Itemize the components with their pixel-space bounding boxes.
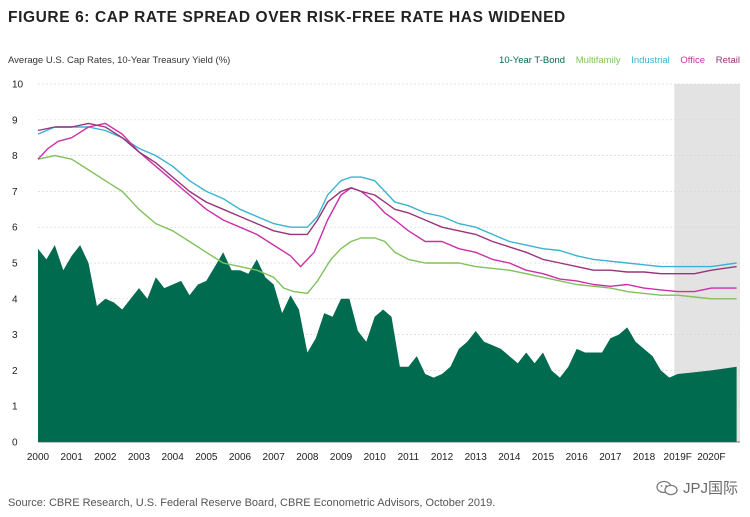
source-note: Source: CBRE Research, U.S. Federal Rese… — [8, 497, 496, 509]
legend-tbond: 10-Year T-Bond — [499, 55, 566, 66]
y-tick-label: 8 — [12, 151, 18, 162]
wechat-icon — [656, 480, 678, 495]
legend-office: Office — [680, 55, 706, 66]
y-tick-label: 6 — [12, 223, 18, 234]
x-tick-label: 2016 — [566, 452, 589, 463]
x-tick-label: 2002 — [94, 452, 117, 463]
legend-retail: Retail — [715, 55, 740, 66]
legend-industrial: Industrial — [631, 55, 670, 66]
x-tick-label: 2010 — [364, 452, 387, 463]
x-tick-label: 2018 — [633, 452, 656, 463]
series-line-office — [37, 122, 737, 293]
legend: 10-Year T-Bond Multifamily Industrial Of… — [491, 55, 740, 66]
x-tick-label: 2020F — [697, 452, 725, 463]
x-tick-label: 2007 — [263, 452, 286, 463]
y-tick-label: 10 — [12, 80, 24, 91]
x-tick-label: 2004 — [162, 452, 185, 463]
x-tick-label: 2013 — [465, 452, 488, 463]
x-tick-label: 2017 — [599, 452, 622, 463]
figure-title: FIGURE 6: CAP RATE SPREAD OVER RISK-FREE… — [8, 9, 566, 26]
series-area-tbond — [38, 245, 737, 442]
y-tick-label: 5 — [12, 259, 18, 270]
x-tick-label: 2011 — [398, 452, 420, 463]
legend-multifamily: Multifamily — [575, 55, 621, 66]
x-tick-label: 2012 — [431, 452, 454, 463]
y-tick-label: 9 — [12, 115, 18, 126]
series-line-multifamily — [37, 154, 737, 300]
watermark: JPJ国际 — [656, 477, 738, 498]
x-tick-label: 2001 — [61, 452, 84, 463]
x-tick-label: 2008 — [296, 452, 319, 463]
y-axis-label: Average U.S. Cap Rates, 10-Year Treasury… — [8, 55, 231, 66]
watermark-text: JPJ国际 — [682, 480, 738, 497]
x-tick-label: 2009 — [330, 452, 353, 463]
x-tick-label: 2015 — [532, 452, 555, 463]
y-tick-label: 7 — [12, 187, 18, 198]
series-line-retail — [37, 122, 737, 275]
y-tick-label: 0 — [12, 438, 18, 449]
x-tick-label: 2000 — [27, 452, 50, 463]
x-tick-label: 2005 — [195, 452, 218, 463]
y-tick-label: 4 — [12, 294, 18, 305]
series-line-industrial — [37, 126, 737, 268]
y-tick-label: 1 — [12, 402, 18, 413]
x-tick-label: 2019F — [664, 452, 692, 463]
x-tick-label: 2014 — [498, 452, 521, 463]
x-tick-label: 2006 — [229, 452, 252, 463]
x-tick-label: 2003 — [128, 452, 151, 463]
y-tick-label: 2 — [12, 366, 18, 377]
y-tick-label: 3 — [12, 330, 18, 341]
